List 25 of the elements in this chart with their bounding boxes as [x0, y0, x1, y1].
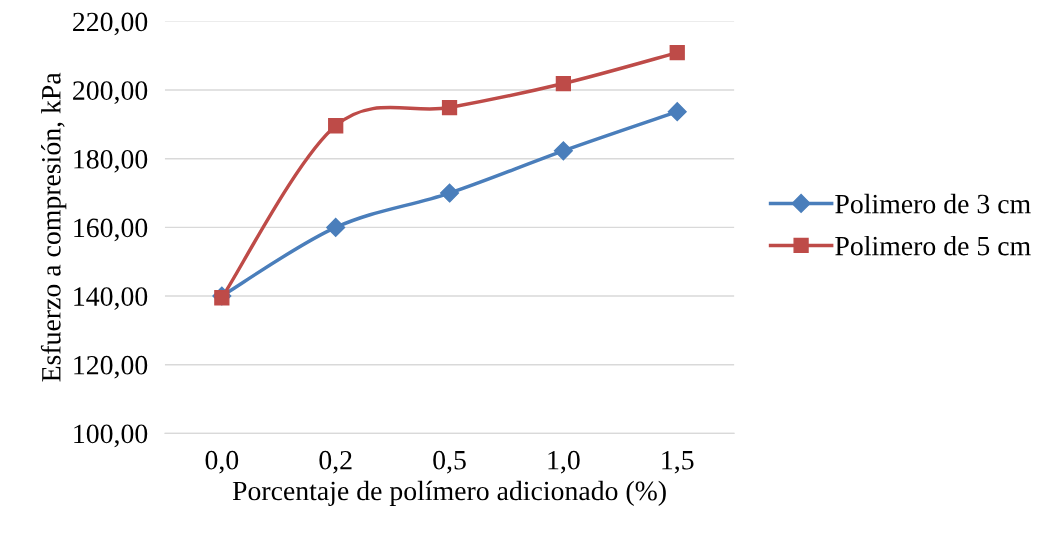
- x-tick-label: 0,2: [319, 450, 352, 474]
- legend-label: Polimero de 3 cm: [835, 193, 1031, 214]
- x-tick-label: 0,5: [433, 450, 466, 474]
- x-tick-label: 1,5: [662, 450, 694, 474]
- point: [441, 99, 458, 116]
- y-tick-label: 100,00: [74, 424, 148, 448]
- point: [440, 183, 460, 203]
- legend-label: Polimero de 5 cm: [835, 235, 1031, 256]
- y-tick-label: 220,00: [73, 12, 148, 36]
- y-tick-label: 120,00: [74, 355, 148, 379]
- y-tick-label: 140,00: [74, 287, 148, 310]
- x-tick-label: 0,0: [205, 450, 239, 474]
- point: [669, 45, 685, 61]
- x-tick-label: 1,0: [548, 450, 580, 474]
- y-tick-label: 180,00: [74, 149, 148, 173]
- point: [214, 290, 230, 306]
- y-axis-title: Esfuerzo a compresión, kPa: [40, 72, 67, 382]
- point: [328, 118, 344, 134]
- y-tick-label: 200,00: [73, 81, 148, 104]
- point: [326, 217, 346, 237]
- point: [555, 75, 572, 92]
- y-tick-label: 160,00: [74, 218, 148, 242]
- point: [667, 102, 687, 122]
- x-axis-title: Porcentaje de polímero adicionado (%): [232, 480, 666, 506]
- point: [553, 141, 573, 161]
